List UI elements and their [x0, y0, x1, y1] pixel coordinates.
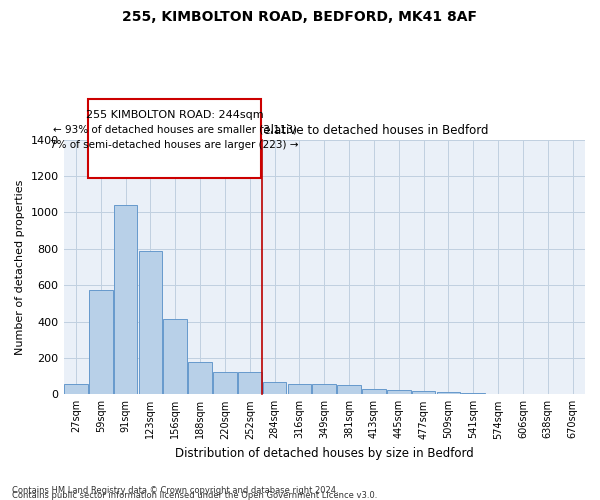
Bar	[437, 392, 460, 394]
Bar	[213, 372, 237, 394]
Bar	[139, 250, 162, 394]
Bar	[337, 385, 361, 394]
Bar	[238, 372, 262, 394]
Text: 255 KIMBOLTON ROAD: 244sqm: 255 KIMBOLTON ROAD: 244sqm	[86, 110, 263, 120]
Bar	[263, 382, 286, 394]
Y-axis label: Number of detached properties: Number of detached properties	[15, 179, 25, 354]
Bar	[64, 384, 88, 394]
Bar	[287, 384, 311, 394]
X-axis label: Distribution of detached houses by size in Bedford: Distribution of detached houses by size …	[175, 447, 473, 460]
FancyBboxPatch shape	[88, 100, 261, 178]
Text: 7% of semi-detached houses are larger (223) →: 7% of semi-detached houses are larger (2…	[50, 140, 299, 149]
Bar	[412, 390, 436, 394]
Title: Size of property relative to detached houses in Bedford: Size of property relative to detached ho…	[161, 124, 488, 137]
Bar	[89, 290, 113, 395]
Bar	[387, 390, 410, 394]
Bar	[313, 384, 336, 394]
Text: Contains HM Land Registry data © Crown copyright and database right 2024.: Contains HM Land Registry data © Crown c…	[12, 486, 338, 495]
Bar	[163, 319, 187, 394]
Bar	[362, 389, 386, 394]
Text: ← 93% of detached houses are smaller (3,113): ← 93% of detached houses are smaller (3,…	[53, 125, 297, 135]
Bar	[188, 362, 212, 394]
Bar	[114, 205, 137, 394]
Text: 255, KIMBOLTON ROAD, BEDFORD, MK41 8AF: 255, KIMBOLTON ROAD, BEDFORD, MK41 8AF	[122, 10, 478, 24]
Text: Contains public sector information licensed under the Open Government Licence v3: Contains public sector information licen…	[12, 491, 377, 500]
